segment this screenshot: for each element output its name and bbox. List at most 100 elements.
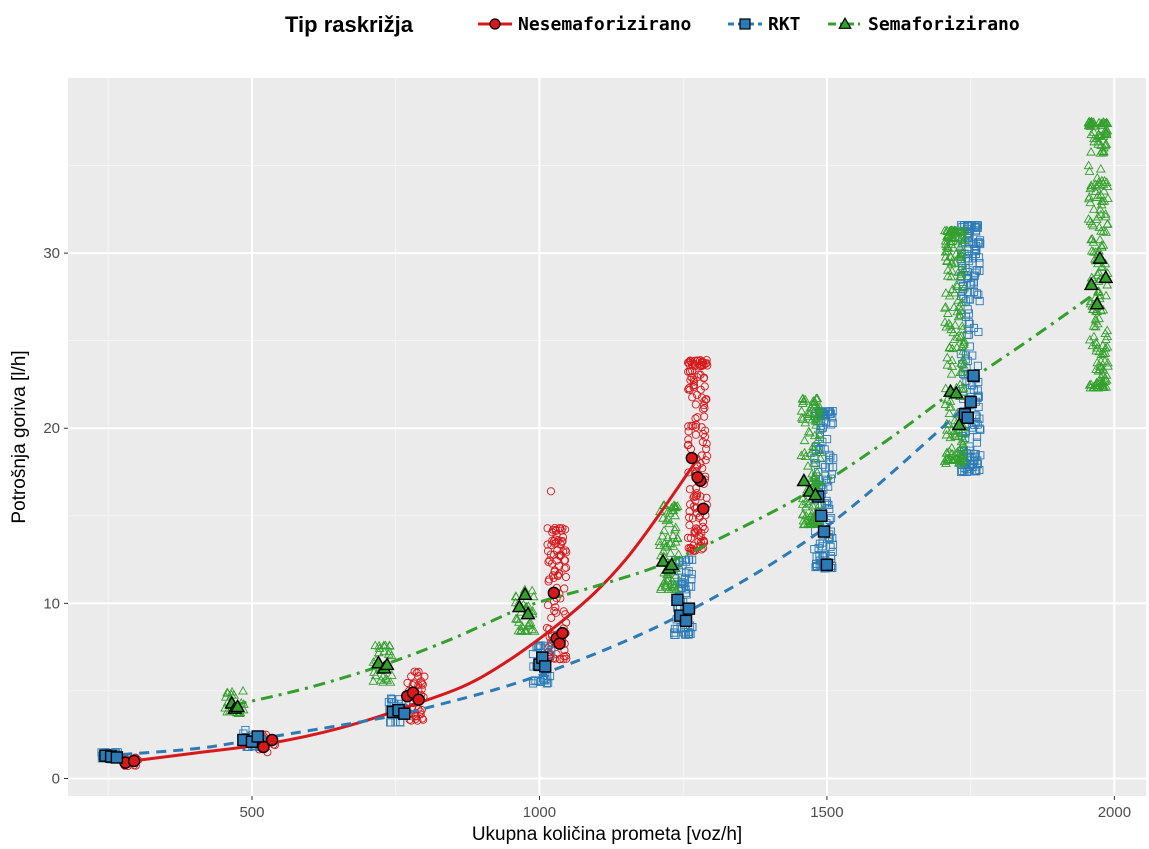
data-point: [669, 524, 680, 534]
data-point: [681, 555, 690, 564]
mean-point: [655, 553, 671, 567]
data-point: [687, 570, 696, 579]
data-point: [1093, 139, 1104, 148]
data-point: [805, 407, 816, 417]
data-point: [948, 242, 959, 252]
data-point: [553, 571, 563, 580]
data-point: [662, 540, 673, 550]
data-point: [671, 570, 682, 579]
mean-point: [685, 451, 699, 465]
data-point: [658, 513, 668, 522]
mean-point: [697, 502, 710, 515]
data-point: [691, 420, 701, 429]
data-point: [666, 502, 677, 512]
data-point: [1087, 233, 1098, 243]
data-point: [955, 444, 966, 453]
data-point: [809, 478, 820, 487]
data-point: [797, 499, 808, 508]
data-point: [510, 591, 521, 600]
data-point: [663, 573, 674, 583]
data-point: [828, 413, 837, 422]
data-point: [700, 397, 709, 406]
data-point: [958, 427, 969, 437]
data-point: [818, 423, 827, 432]
data-point: [668, 541, 679, 550]
data-point: [414, 667, 423, 676]
data-point: [953, 267, 964, 276]
data-point: [973, 460, 983, 469]
mean-point: [412, 693, 425, 706]
data-point: [416, 710, 425, 719]
data-point: [796, 405, 807, 415]
data-point: [513, 625, 524, 635]
data-point: [1101, 290, 1111, 300]
data-point: [957, 341, 967, 350]
data-point: [803, 499, 814, 508]
data-point: [1084, 380, 1095, 389]
data-point: [799, 435, 810, 445]
data-point: [954, 301, 964, 311]
data-point: [941, 429, 952, 439]
mean-point: [796, 473, 812, 487]
mean-point: [664, 557, 680, 571]
data-point: [659, 525, 670, 535]
data-point: [661, 515, 672, 525]
data-point: [683, 533, 692, 542]
data-point: [808, 458, 819, 467]
x-tick-label: 1000: [523, 804, 556, 821]
data-point: [942, 256, 952, 265]
data-point: [1092, 270, 1103, 279]
data-point: [805, 519, 815, 529]
data-point: [958, 247, 968, 257]
data-point: [696, 385, 705, 394]
data-point: [807, 500, 818, 510]
data-point: [684, 384, 694, 393]
data-point: [1096, 377, 1107, 387]
fit-line-rkt: [105, 400, 972, 758]
data-point: [1093, 382, 1104, 391]
data-point: [1099, 175, 1110, 185]
data-point: [418, 714, 427, 723]
data-point: [972, 289, 981, 298]
data-point: [941, 241, 952, 251]
data-point: [1102, 341, 1113, 351]
data-point: [947, 455, 958, 464]
data-point: [1101, 370, 1112, 379]
mean-point: [517, 586, 533, 601]
data-point: [689, 375, 698, 384]
data-point: [803, 426, 814, 436]
data-point: [1100, 211, 1111, 221]
mean-point: [679, 614, 693, 628]
data-point: [975, 238, 984, 247]
data-point: [969, 323, 978, 332]
legend-item-rkt: RKT: [728, 14, 801, 35]
data-point: [953, 311, 964, 321]
data-point: [1088, 237, 1099, 246]
data-point: [945, 320, 956, 330]
data-point: [691, 414, 700, 423]
data-point: [1098, 348, 1109, 358]
data-point: [684, 358, 693, 367]
data-point: [973, 221, 982, 230]
data-point: [678, 561, 687, 570]
data-point: [956, 330, 967, 340]
data-point: [1096, 305, 1107, 315]
data-point: [812, 476, 823, 485]
data-point: [1095, 148, 1106, 157]
data-point: [547, 646, 556, 655]
data-point: [808, 473, 819, 483]
data-point: [1084, 334, 1095, 344]
data-point: [697, 451, 706, 460]
data-point: [1099, 128, 1110, 138]
data-point: [1089, 331, 1099, 341]
data-point: [820, 550, 830, 560]
data-point: [684, 567, 693, 576]
data-point: [943, 230, 954, 240]
data-point: [541, 675, 550, 684]
legend-marker: [739, 18, 751, 30]
mean-point: [1083, 276, 1099, 291]
data-point: [806, 518, 817, 528]
data-point: [662, 532, 673, 541]
data-point: [975, 424, 984, 433]
